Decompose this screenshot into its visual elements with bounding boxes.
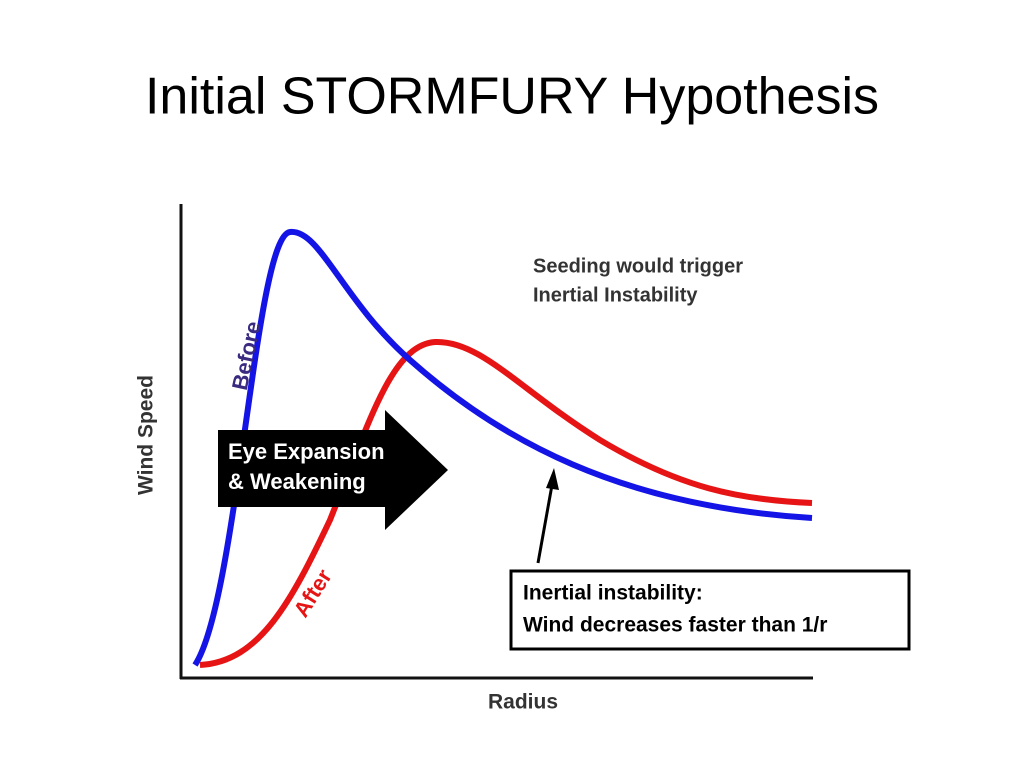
arrow-label-line: & Weakening bbox=[228, 469, 366, 494]
callout-line: Inertial instability: bbox=[523, 582, 703, 605]
pointer-line bbox=[536, 484, 554, 564]
arrow-label-line: Eye Expansion bbox=[228, 439, 385, 464]
before-label: Before bbox=[227, 319, 266, 392]
y-axis-label: Wind Speed bbox=[135, 375, 158, 495]
annotation-line: Seeding would trigger bbox=[533, 255, 743, 277]
after-curve bbox=[199, 338, 813, 668]
pointer-head bbox=[546, 468, 559, 490]
slide-title: Initial STORMFURY Hypothesis bbox=[145, 68, 879, 126]
callout-line: Wind decreases faster than 1/r bbox=[523, 614, 827, 637]
annotation-line: Inertial Instability bbox=[533, 284, 698, 306]
callout-box bbox=[509, 569, 911, 651]
big-arrow bbox=[218, 410, 448, 530]
x-axis-label: Radius bbox=[488, 691, 558, 714]
